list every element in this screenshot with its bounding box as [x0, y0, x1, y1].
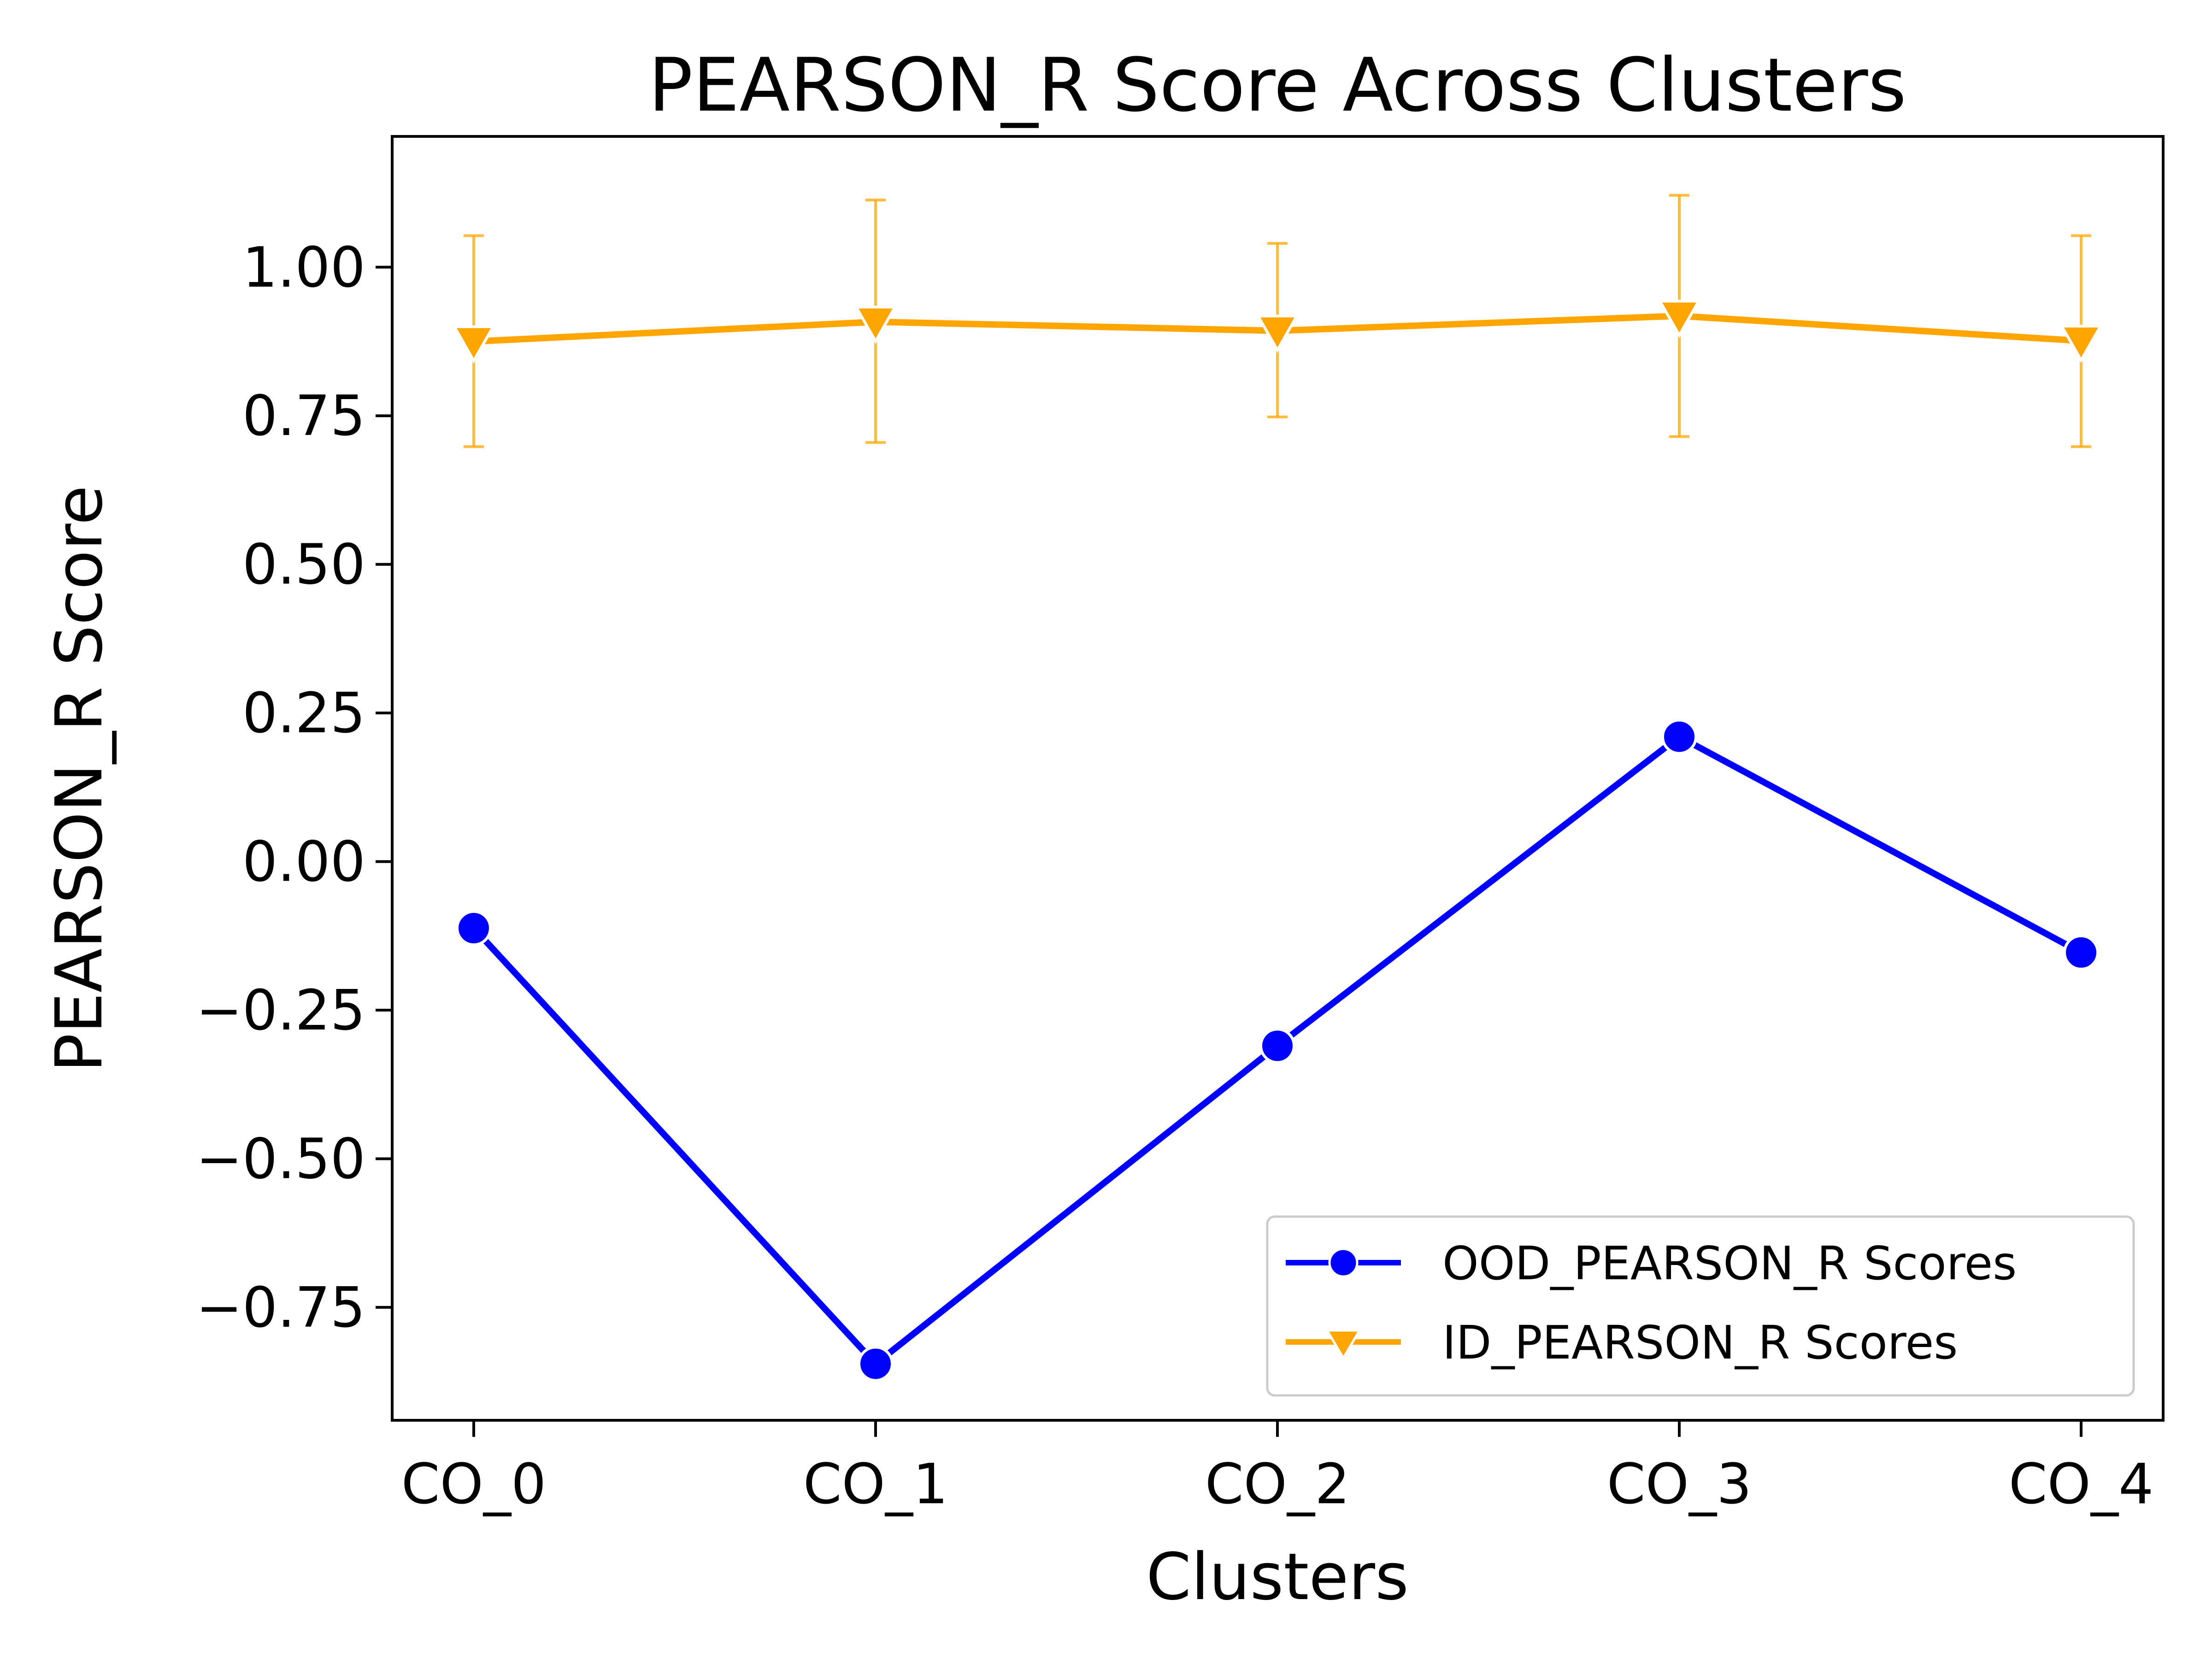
x-tick-label: CO_0: [401, 1453, 547, 1517]
data-point-id: [2059, 324, 2103, 363]
data-point-id: [853, 306, 898, 344]
y-axis: −0.75 −0.50 −0.25 0.00 0.25 0.50 0.75 1.00: [196, 236, 392, 1340]
legend-box: [1266, 1215, 2135, 1397]
legend-id-marker: [1325, 1329, 1362, 1360]
data-point-ood: [1661, 718, 1697, 755]
series-markers: [452, 300, 2103, 1382]
y-axis-label: PEARSON_R Score: [42, 485, 117, 1072]
plot-frame: [391, 135, 2165, 1422]
legend: OOD_PEARSON_R Scores ID_PEARSON_R Scores: [1266, 1215, 2135, 1397]
data-point-ood: [456, 910, 492, 947]
y-tick-label: 0.50: [242, 533, 365, 597]
y-tick-label: 1.00: [242, 236, 365, 300]
x-tick-label: CO_3: [1607, 1453, 1752, 1517]
y-tick-label: −0.75: [196, 1276, 365, 1340]
x-axis: CO_0 CO_1 CO_2 CO_3 CO_4: [401, 1420, 2154, 1517]
x-tick-label: CO_2: [1205, 1453, 1350, 1517]
data-point-id: [1255, 314, 1300, 353]
x-tick-label: CO_4: [2009, 1453, 2154, 1517]
legend-ood-marker: [1328, 1247, 1359, 1278]
y-tick-label: −0.50: [196, 1127, 365, 1191]
legend-entry-id: ID_PEARSON_R Scores: [1286, 1316, 1958, 1370]
data-point-id: [452, 325, 496, 364]
legend-id-label: ID_PEARSON_R Scores: [1442, 1316, 1958, 1370]
data-point-ood: [2063, 934, 2099, 971]
y-tick-label: −0.25: [196, 979, 365, 1043]
data-point-id: [1657, 300, 1701, 338]
y-tick-label: 0.00: [242, 830, 365, 894]
x-axis-label: Clusters: [1146, 1540, 1409, 1615]
y-tick-label: 0.75: [242, 384, 365, 448]
chart-title: PEARSON_R Score Across Clusters: [648, 42, 1906, 128]
data-point-ood: [858, 1346, 894, 1382]
x-tick-label: CO_1: [803, 1453, 948, 1517]
legend-ood-label: OOD_PEARSON_R Scores: [1442, 1236, 2017, 1290]
y-tick-label: 0.25: [242, 682, 365, 746]
data-point-ood: [1259, 1028, 1295, 1064]
legend-entry-ood: OOD_PEARSON_R Scores: [1286, 1236, 2017, 1290]
